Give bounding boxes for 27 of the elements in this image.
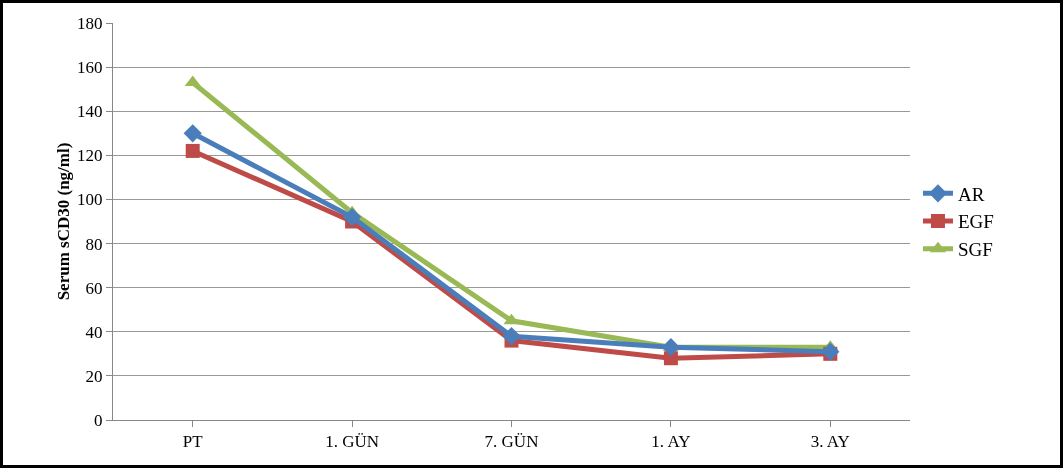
y-tick-label: 0 xyxy=(94,410,103,430)
y-tick-label: 120 xyxy=(77,146,103,166)
y-tick-label: 100 xyxy=(77,190,103,210)
y-tick-label: 140 xyxy=(77,102,103,122)
point xyxy=(502,327,521,346)
x-tick-label: PT xyxy=(182,432,204,452)
x-tick-label: 1. AY xyxy=(651,432,691,452)
y-tick-label: 20 xyxy=(85,366,103,386)
legend-label: EGF xyxy=(957,211,994,233)
point xyxy=(184,75,201,87)
point xyxy=(821,342,840,361)
legend-label: AR xyxy=(957,183,985,205)
point xyxy=(661,338,680,357)
y-tick-label: 180 xyxy=(77,13,103,33)
y-tick-label: 60 xyxy=(85,278,103,298)
x-tick-label: 1. GÜN xyxy=(325,432,380,452)
y-tick-label: 40 xyxy=(85,322,103,342)
point xyxy=(183,124,202,143)
point xyxy=(503,313,520,325)
x-tick-label: 7. GÜN xyxy=(484,432,539,452)
y-tick-label: 160 xyxy=(77,58,103,78)
y-axis-title: Serum sCD30 (ng/ml) xyxy=(54,142,73,301)
x-tick-label: 3. AY xyxy=(810,432,850,452)
legend-label: SGF xyxy=(957,239,993,261)
point xyxy=(343,207,362,227)
point xyxy=(185,143,200,158)
y-tick-label: 80 xyxy=(85,234,103,254)
